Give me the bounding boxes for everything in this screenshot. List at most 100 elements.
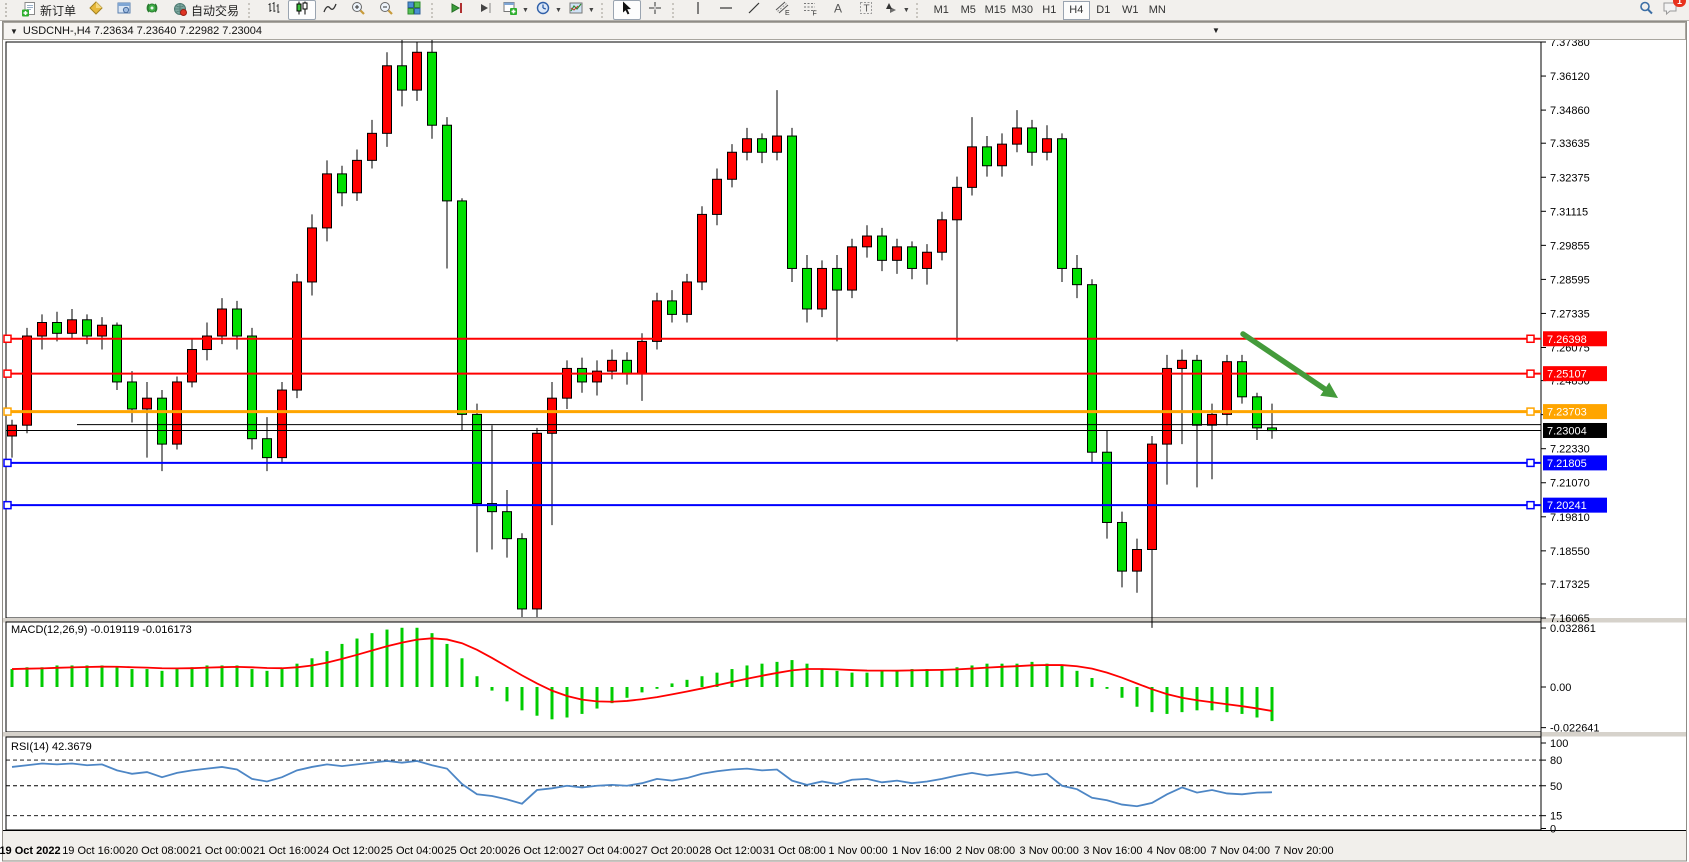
crosshair-button[interactable]: [641, 0, 669, 20]
market-watch-icon: [88, 0, 104, 21]
vertical-line-button[interactable]: [684, 0, 712, 20]
svg-text:7.23703: 7.23703: [1547, 407, 1587, 419]
timeframe-label: M15: [984, 4, 1006, 16]
toolbar-grip[interactable]: [5, 3, 12, 17]
svg-text:7.21070: 7.21070: [1550, 478, 1590, 490]
svg-text:25 Oct 04:00: 25 Oct 04:00: [381, 845, 444, 857]
svg-text:80: 80: [1550, 755, 1562, 767]
panel-splitter[interactable]: [3, 732, 1686, 737]
zoom-out-button[interactable]: [372, 0, 400, 20]
data-window-button[interactable]: [110, 0, 138, 20]
line-anchor[interactable]: [3, 334, 12, 344]
hline-7.25107[interactable]: 7.25107: [3, 366, 1607, 382]
svg-text:3 Nov 16:00: 3 Nov 16:00: [1083, 845, 1142, 857]
timeframe-m30[interactable]: M30: [1009, 1, 1036, 20]
trendline-button[interactable]: [740, 0, 768, 20]
text-label-button[interactable]: T: [852, 0, 880, 20]
equidistant-channel-button[interactable]: E: [768, 0, 796, 20]
line-anchor[interactable]: [3, 369, 12, 378]
axis-price-tag: [1543, 404, 1607, 420]
timeframe-d1[interactable]: D1: [1090, 1, 1117, 20]
timeframe-w1[interactable]: W1: [1117, 1, 1144, 20]
trend-arrow[interactable]: [1240, 331, 1338, 398]
panel-splitter[interactable]: [3, 618, 1686, 623]
zoom-in-button[interactable]: [344, 0, 372, 20]
svg-text:19 Oct 2022: 19 Oct 2022: [0, 845, 61, 857]
svg-text:T: T: [863, 3, 869, 14]
autotrading-button[interactable]: 自动交易: [166, 0, 245, 20]
tile-windows-button[interactable]: [400, 0, 428, 20]
svg-text:27 Oct 20:00: 27 Oct 20:00: [636, 845, 699, 857]
chevron-down-icon: ▼: [587, 6, 595, 14]
line-chart-button[interactable]: [316, 0, 344, 20]
timeframe-label: M30: [1011, 4, 1033, 16]
window-menu-arrow[interactable]: ▼: [1212, 26, 1220, 35]
svg-text:7.37380: 7.37380: [1550, 37, 1590, 49]
svg-text:7.34860: 7.34860: [1550, 105, 1590, 117]
line-anchor[interactable]: [1526, 407, 1535, 416]
auto-scroll-button[interactable]: [471, 0, 499, 20]
timeframe-m5[interactable]: M5: [955, 1, 982, 20]
chart-window-titlebar[interactable]: ▼ USDCNH-,H4 7.23634 7.23640 7.22982 7.2…: [3, 22, 1686, 40]
svg-text:F: F: [812, 10, 816, 16]
market-watch-button[interactable]: [82, 0, 110, 20]
notifications-button[interactable]: 1: [1662, 0, 1686, 21]
timeframe-h4[interactable]: H4: [1062, 0, 1090, 20]
new-order-button[interactable]: 新订单: [15, 0, 82, 20]
cursor-button[interactable]: [612, 0, 641, 20]
periods-button[interactable]: ▼: [532, 0, 565, 20]
new-chart-button[interactable]: ▼: [499, 0, 532, 20]
svg-text:7 Nov 04:00: 7 Nov 04:00: [1211, 845, 1270, 857]
chart-title: USDCNH-,H4 7.23634 7.23640 7.22982 7.230…: [22, 25, 263, 37]
horizontal-line-button[interactable]: [712, 0, 740, 20]
timeframe-h1[interactable]: H1: [1036, 1, 1063, 20]
svg-text:7.36120: 7.36120: [1550, 71, 1590, 83]
timeframe-mn[interactable]: MN: [1144, 1, 1171, 20]
text-button[interactable]: A: [824, 0, 852, 20]
timeframe-m1[interactable]: M1: [928, 1, 955, 20]
hline-7.26398[interactable]: 7.26398: [3, 331, 1607, 347]
templates-button[interactable]: ▼: [565, 0, 598, 20]
new-order-icon: [21, 1, 37, 20]
svg-text:A: A: [834, 1, 842, 15]
search-icon[interactable]: [1638, 0, 1654, 21]
candlestick-chart-button[interactable]: [288, 0, 317, 20]
svg-text:7.17325: 7.17325: [1550, 579, 1590, 591]
price-axis-ticks: 7.37380 7.36120 7.34860 7.33635 7.32375 7.311…: [1541, 37, 1590, 625]
timeframe-m15[interactable]: M15: [982, 1, 1009, 20]
rsi-line: [11, 760, 1273, 808]
hline-7.20241[interactable]: 7.20241: [3, 497, 1607, 513]
horizontal-line-icon: [718, 0, 734, 21]
fibonacci-button[interactable]: F: [796, 0, 824, 20]
macd-label: MACD(12,26,9) -0.019119 -0.016173: [11, 624, 192, 636]
line-anchor[interactable]: [1526, 369, 1535, 378]
line-anchor[interactable]: [1526, 458, 1535, 468]
svg-text:15: 15: [1550, 811, 1562, 823]
shift-end-button[interactable]: [443, 0, 471, 20]
line-anchor[interactable]: [3, 458, 12, 468]
line-anchor[interactable]: [3, 500, 12, 510]
autotrading-label: 自动交易: [191, 3, 240, 18]
svg-text:7.28595: 7.28595: [1550, 274, 1590, 286]
signals-button[interactable]: [138, 0, 166, 20]
chart-dropdown-icon[interactable]: ▼: [10, 26, 18, 36]
hline-7.21805[interactable]: 7.21805: [3, 455, 1607, 471]
hline-7.23703[interactable]: 7.23703: [3, 404, 1607, 420]
svg-text:0.00: 0.00: [1550, 682, 1571, 694]
line-anchor[interactable]: [1526, 500, 1535, 510]
bar-chart-button[interactable]: [260, 0, 288, 20]
svg-text:3 Nov 00:00: 3 Nov 00:00: [1020, 845, 1079, 857]
arrows-button[interactable]: ▼: [880, 0, 913, 20]
svg-text:7.23004: 7.23004: [1547, 425, 1587, 437]
chevron-down-icon: ▼: [902, 6, 910, 14]
svg-text:7.16065: 7.16065: [1550, 613, 1590, 625]
line-anchor[interactable]: [3, 407, 12, 416]
chevron-down-icon: ▼: [554, 6, 562, 14]
data-window-icon: [116, 0, 132, 21]
line-anchor[interactable]: [1526, 334, 1535, 344]
fibonacci-icon: F: [802, 0, 818, 21]
chevron-down-icon: ▼: [522, 6, 529, 14]
tile-windows-icon: [406, 0, 422, 21]
main-toolbar: 新订单 自动交易: [0, 0, 1689, 21]
